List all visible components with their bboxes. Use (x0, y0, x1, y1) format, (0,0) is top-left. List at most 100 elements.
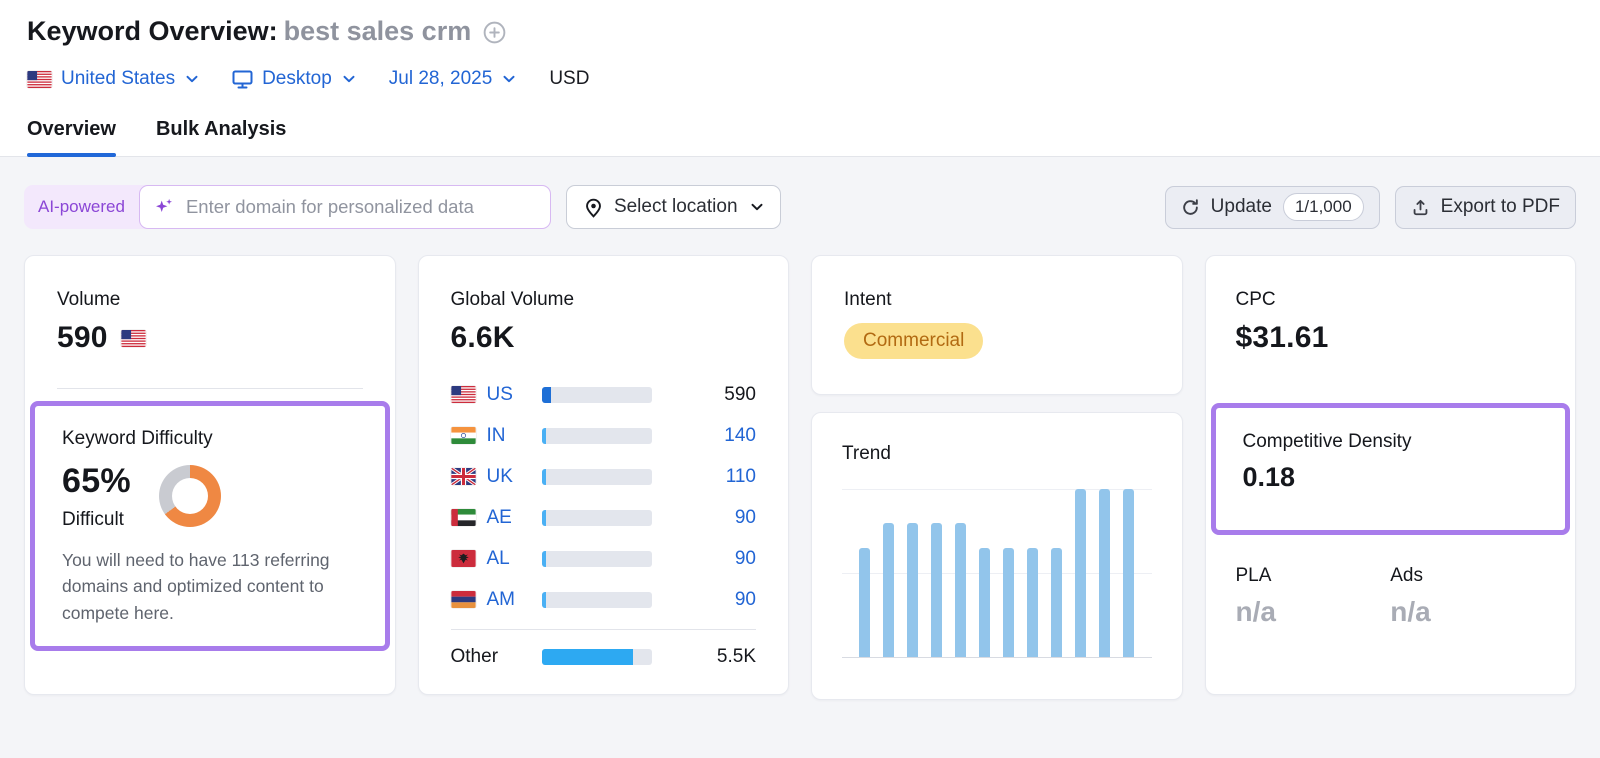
us-flag-icon (27, 70, 52, 88)
in-flag-icon (450, 427, 476, 444)
country-volume-value[interactable]: 140 (724, 424, 756, 446)
tab-bar: Overview Bulk Analysis (0, 118, 1600, 157)
volume-difficulty-card: Volume 590 Keyword Difficulty 65% Diffic… (24, 255, 396, 695)
trend-bar (979, 547, 991, 657)
page-title: Keyword Overview: best sales crm (27, 16, 472, 46)
volume-value: 590 (57, 321, 363, 355)
cpc-label: CPC (1235, 289, 1276, 310)
domain-input[interactable] (138, 185, 551, 229)
global-volume-value: 6.6K (450, 321, 515, 354)
export-to-pdf-button[interactable]: Export to PDF (1394, 185, 1576, 229)
update-button[interactable]: Update 1/1,000 (1164, 185, 1380, 229)
keyword-difficulty-highlight-box: Keyword Difficulty 65% Difficult You wil… (30, 401, 390, 651)
trend-bar (1075, 489, 1087, 657)
trend-bar (1123, 489, 1135, 657)
volume-label: Volume (57, 289, 121, 310)
us-flag-icon (450, 386, 476, 403)
competitive-density-label: Competitive Density (1242, 431, 1412, 452)
monitor-icon (232, 70, 253, 89)
global-volume-label: Global Volume (450, 289, 575, 310)
country-code-link[interactable]: AE (486, 506, 512, 528)
refresh-icon (1181, 198, 1200, 217)
country-code-link[interactable]: US (486, 383, 513, 405)
ads-value: n/a (1390, 596, 1431, 627)
toolbar: AI-powered Select location Update 1/1,00… (24, 185, 1576, 229)
us-flag-icon (121, 329, 146, 347)
country-code-link[interactable]: IN (486, 424, 506, 446)
trend-bar (859, 547, 870, 657)
country-volume-list: US 590 IN 140 UK 110 AE 90 AL 90 AM 90 (450, 374, 756, 620)
ai-powered-badge: AI-powered (38, 197, 125, 216)
competitive-density-value: 0.18 (1242, 462, 1296, 492)
country-code-link[interactable]: AL (486, 547, 510, 569)
difficulty-level: Difficult (62, 509, 124, 530)
country-volume-value: 590 (724, 383, 756, 405)
country-volume-value[interactable]: 110 (725, 465, 756, 487)
country-filter[interactable]: United States (27, 68, 198, 90)
location-pin-icon (584, 197, 603, 218)
country-volume-bar (541, 468, 652, 485)
competitive-density-highlight-box: Competitive Density 0.18 (1210, 403, 1570, 535)
trend-bar (1003, 547, 1015, 657)
country-volume-row: AL 90 (450, 538, 756, 579)
intent-trend-column: Intent Commercial Trend (811, 255, 1183, 700)
chevron-down-icon (751, 203, 763, 211)
trend-bar (1099, 489, 1111, 657)
chevron-down-icon (186, 75, 198, 83)
cpc-section: CPC $31.61 (1206, 256, 1576, 403)
chevron-down-icon (503, 75, 515, 83)
country-volume-value[interactable]: 90 (734, 506, 756, 528)
trend-bar (907, 522, 919, 657)
difficulty-donut-chart (158, 465, 221, 527)
difficulty-description: You will need to have 113 referring doma… (62, 550, 330, 623)
other-volume-value: 5.5K (716, 645, 756, 667)
update-quota-badge: 1/1,000 (1282, 193, 1364, 221)
global-volume-card: Global Volume 6.6K US 590 IN 140 UK 110 AE 90 AL… (417, 255, 789, 695)
date-filter[interactable]: Jul 28, 2025 (389, 68, 516, 90)
cpc-density-card: CPC $31.61 Competitive Density 0.18 PLA … (1204, 255, 1576, 695)
trend-bar (1051, 547, 1063, 657)
pla-value: n/a (1235, 596, 1276, 627)
pla-label: PLA (1235, 565, 1272, 586)
country-volume-bar (541, 427, 652, 444)
keyword-difficulty-label: Keyword Difficulty (62, 428, 213, 449)
chevron-down-icon (343, 75, 355, 83)
ai-powered-input-group: AI-powered (24, 185, 551, 229)
tab-bulk-analysis[interactable]: Bulk Analysis (155, 118, 287, 140)
trend-bar (883, 522, 895, 657)
country-volume-bar (541, 509, 652, 526)
country-code-link[interactable]: UK (486, 465, 513, 487)
gridline (842, 489, 1152, 490)
currency-label: USD (549, 68, 590, 89)
intent-card: Intent Commercial (811, 255, 1183, 395)
pla-ads-section: PLA n/a Ads n/a (1206, 535, 1576, 628)
trend-bar (1027, 547, 1039, 657)
am-flag-icon (450, 591, 476, 608)
country-volume-row: UK 110 (450, 456, 756, 497)
gridline (842, 573, 1152, 574)
tab-overview[interactable]: Overview (27, 118, 116, 157)
divider (57, 388, 363, 389)
other-volume-row: Other 5.5K (451, 630, 757, 683)
trend-bar (931, 522, 943, 657)
export-icon (1411, 198, 1430, 217)
filters-bar: United States Desktop Jul 28, 2025 USD (27, 68, 1573, 90)
other-volume-bar (541, 648, 652, 665)
page-header: Keyword Overview: best sales crm United S… (0, 0, 1600, 157)
divider (450, 629, 756, 630)
volume-section: Volume 590 (25, 256, 395, 355)
metrics-grid: Volume 590 Keyword Difficulty 65% Diffic… (24, 255, 1576, 700)
country-volume-row: US 590 (450, 374, 756, 415)
add-keyword-icon[interactable] (483, 21, 506, 44)
select-location-button[interactable]: Select location (565, 185, 781, 229)
country-volume-value[interactable]: 90 (734, 588, 756, 610)
country-volume-bar (541, 591, 652, 608)
cpc-value: $31.61 (1235, 321, 1329, 354)
country-volume-row: AM 90 (450, 579, 756, 620)
intent-badge[interactable]: Commercial (844, 323, 984, 359)
country-volume-value[interactable]: 90 (734, 547, 756, 569)
country-volume-bar (541, 386, 652, 403)
country-code-link[interactable]: AM (486, 588, 516, 610)
trend-card: Trend (811, 412, 1183, 700)
device-filter[interactable]: Desktop (232, 68, 355, 90)
